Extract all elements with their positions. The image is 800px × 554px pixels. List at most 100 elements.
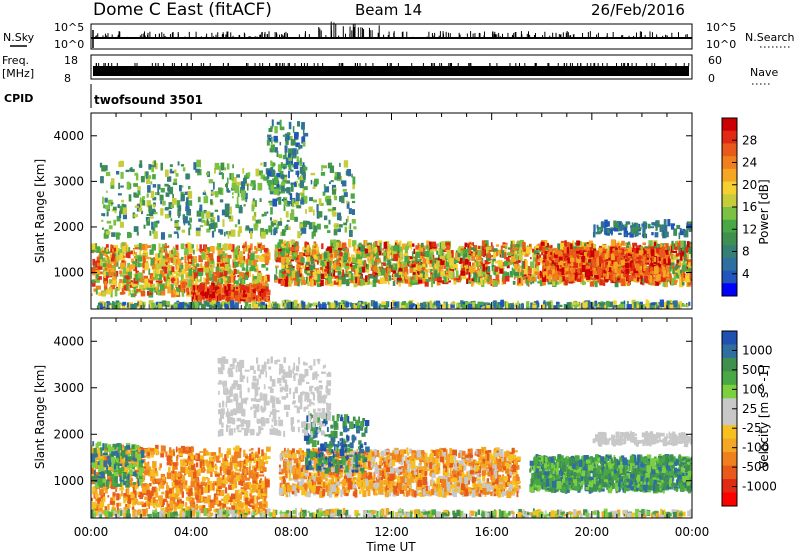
- echo-cell: [154, 260, 158, 266]
- echo-cell: [415, 251, 420, 258]
- echo-cell: [320, 260, 324, 266]
- echo-cell: [397, 252, 400, 257]
- echo-cell: [148, 280, 154, 284]
- echo-cell: [293, 249, 298, 255]
- echo-cell: [121, 259, 125, 265]
- echo-cell: [280, 183, 284, 192]
- echo-cell: [329, 251, 333, 257]
- echo-cell: [219, 243, 222, 247]
- echo-cell: [245, 244, 250, 250]
- echo-cell: [348, 225, 351, 229]
- echo-cell: [187, 190, 193, 199]
- echo-cell: [267, 137, 271, 140]
- echo-cell: [102, 196, 104, 205]
- echo-cell: [469, 278, 475, 281]
- echo-cell: [339, 216, 342, 221]
- echo-cell: [621, 240, 625, 246]
- echo-cell: [398, 257, 403, 261]
- echo-cell: [245, 286, 248, 292]
- echo-cell: [680, 302, 684, 307]
- echo-cell: [284, 151, 287, 159]
- echo-cell: [161, 266, 167, 270]
- echo-cell: [342, 259, 348, 264]
- echo-cell: [186, 197, 189, 205]
- echo-cell: [177, 259, 181, 266]
- echo-cell: [485, 266, 489, 273]
- echo-cell: [487, 278, 493, 285]
- echo-cell: [426, 255, 429, 264]
- echo-cell: [339, 196, 343, 202]
- echo-cell: [181, 268, 187, 275]
- echo-cell: [150, 181, 153, 185]
- echo-cell: [654, 252, 660, 257]
- echo-cell: [507, 255, 512, 258]
- echo-cell: [344, 273, 349, 278]
- echo-cell: [562, 266, 567, 273]
- echo-cell: [614, 274, 617, 283]
- echo-cell: [542, 247, 546, 253]
- echo-cell: [151, 244, 156, 251]
- echo-cell: [601, 269, 604, 278]
- echo-cell: [303, 132, 309, 137]
- echo-cell: [686, 270, 689, 279]
- echo-cell: [312, 263, 316, 270]
- echo-cell: [255, 219, 260, 224]
- echo-cell: [366, 253, 370, 257]
- echo-cell: [218, 172, 223, 175]
- echo-cell: [318, 198, 322, 206]
- echo-cell: [288, 153, 291, 158]
- echo-cell: [653, 252, 657, 256]
- echo-cell: [420, 242, 424, 248]
- echo-cell: [328, 256, 332, 264]
- echo-cell: [248, 295, 252, 303]
- echo-cell: [270, 167, 274, 174]
- echo-cell: [543, 271, 545, 278]
- echo-cell: [376, 279, 379, 283]
- echo-cell: [537, 281, 541, 284]
- echo-cell: [619, 253, 624, 258]
- echo-cell: [676, 259, 679, 264]
- echo-cell: [583, 243, 587, 247]
- echo-cell: [263, 248, 268, 253]
- echo-cell: [184, 263, 190, 272]
- echo-cell: [610, 247, 612, 255]
- echo-cell: [276, 181, 280, 188]
- echo-cell: [579, 262, 584, 267]
- echo-cell: [253, 183, 256, 190]
- echo-cell: [387, 249, 391, 257]
- echo-cell: [186, 208, 192, 216]
- echo-cell: [535, 258, 538, 266]
- echo-cell: [286, 269, 289, 273]
- echo-cell: [627, 248, 632, 252]
- echo-cell: [118, 266, 121, 269]
- echo-cell: [405, 275, 409, 280]
- echo-cell: [338, 247, 342, 256]
- echo-cell: [146, 193, 149, 198]
- echo-cell: [261, 244, 266, 251]
- echo-cell: [100, 262, 103, 270]
- echo-cell: [523, 247, 528, 254]
- echo-cell: [598, 247, 603, 253]
- echo-cell: [333, 280, 339, 285]
- echo-cell: [548, 252, 553, 255]
- echo-cell: [203, 277, 208, 285]
- echo-cell: [297, 121, 301, 127]
- echo-cell: [552, 271, 554, 279]
- echo-cell: [278, 196, 282, 205]
- echo-cell: [149, 211, 153, 214]
- echo-cell: [193, 249, 195, 255]
- echo-cell: [114, 288, 120, 291]
- echo-cell: [618, 275, 623, 283]
- echo-cell: [359, 275, 363, 280]
- echo-cell: [653, 241, 657, 248]
- beam-label: Beam 14: [355, 1, 422, 19]
- echo-cell: [190, 258, 195, 266]
- echo-cell: [434, 270, 438, 279]
- echo-cell: [213, 167, 216, 174]
- echo-cell: [343, 192, 348, 198]
- echo-cell: [571, 268, 576, 273]
- echo-cell: [248, 228, 254, 234]
- echo-cell: [408, 241, 413, 245]
- echo-cell: [204, 269, 208, 276]
